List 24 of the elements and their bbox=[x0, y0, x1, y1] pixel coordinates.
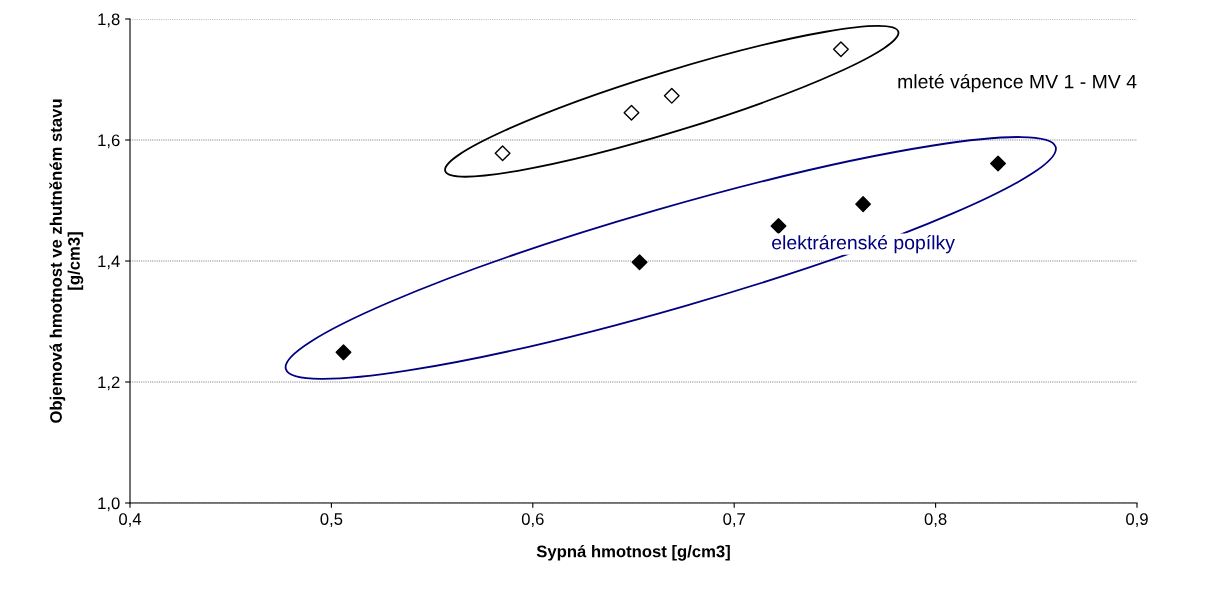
point bbox=[623, 104, 640, 121]
x-axis-title: Sypná hmotnost [g/cm3] bbox=[536, 544, 730, 561]
y-tick-label: 1,2 bbox=[98, 376, 120, 391]
series-label: elektrárenské popílky bbox=[772, 234, 955, 254]
point bbox=[631, 254, 648, 271]
y-tick-label: 1,8 bbox=[98, 13, 120, 28]
x-tick-label: 0,8 bbox=[924, 513, 947, 527]
x-tick-label: 0,7 bbox=[723, 513, 745, 527]
y-tick-label: 1,6 bbox=[98, 134, 120, 149]
y-axis-title: Objemová hmotnost ve zhutněném stavu [g/cm3] bbox=[49, 99, 84, 423]
point bbox=[494, 145, 511, 162]
y-tick-label: 1,0 bbox=[98, 497, 120, 512]
point bbox=[990, 155, 1007, 172]
text: mleté vápence MV 1 - MV 4 bbox=[898, 73, 1137, 93]
x-tick-label: 0,9 bbox=[1126, 513, 1148, 527]
y-tick-label: 1,4 bbox=[98, 255, 120, 270]
point bbox=[770, 217, 787, 234]
x-tick-label: 0,4 bbox=[119, 513, 142, 527]
point bbox=[335, 344, 352, 361]
x-tick-label: 0,6 bbox=[521, 513, 544, 527]
x-tick-label: 0,5 bbox=[320, 513, 343, 527]
point bbox=[832, 41, 849, 58]
point bbox=[855, 196, 872, 213]
point bbox=[663, 87, 680, 104]
